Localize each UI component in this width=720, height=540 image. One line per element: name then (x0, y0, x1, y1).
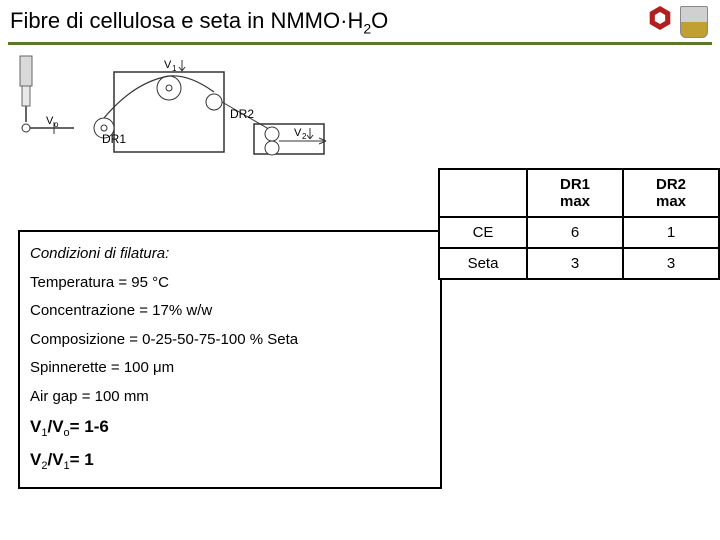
cond-v1v0: V1/Vo= 1-6 (30, 411, 430, 444)
title-underline (8, 42, 712, 45)
title-sub: 2 (363, 20, 371, 36)
dr2-label: DR2 (230, 107, 254, 121)
corner-cell (439, 169, 527, 217)
col-dr2max: DR2 max (623, 169, 719, 217)
table-row: CE 6 1 (439, 217, 719, 248)
conditions-heading: Condizioni di filatura: (30, 240, 430, 269)
cond-temp: Temperatura = 95 °C (30, 269, 430, 298)
cond-spinnerette: Spinnerette = 100 μm (30, 354, 430, 383)
row-label: Seta (439, 248, 527, 279)
svg-text:V: V (164, 59, 172, 71)
col-dr1max: DR1 max (527, 169, 623, 217)
table-header-row: DR1 max DR2 max (439, 169, 719, 217)
svg-text:2: 2 (302, 132, 307, 141)
cond-airgap: Air gap = 100 mm (30, 383, 430, 412)
dr1-label: DR1 (102, 132, 126, 146)
row-label: CE (439, 217, 527, 248)
page-title: Fibre di cellulosa e seta in NMMO·H2O (0, 0, 720, 42)
conditions-box: Condizioni di filatura: Temperatura = 95… (18, 230, 442, 489)
table-row: Seta 3 3 (439, 248, 719, 279)
diagram-svg: V o V 1 V 2 (14, 52, 354, 182)
university-shield-logo (680, 6, 708, 38)
cell-dr2: 3 (623, 248, 719, 279)
svg-text:o: o (54, 120, 59, 129)
svg-text:V: V (294, 127, 302, 139)
dcci-logo (648, 6, 674, 32)
title-post: O (371, 8, 388, 33)
svg-text:1: 1 (172, 64, 177, 73)
cell-dr2: 1 (623, 217, 719, 248)
header-logos (648, 6, 708, 38)
cond-conc: Concentrazione = 17% w/w (30, 297, 430, 326)
svg-text:V: V (46, 115, 54, 127)
cell-dr1: 3 (527, 248, 623, 279)
cell-dr1: 6 (527, 217, 623, 248)
dr-table: DR1 max DR2 max CE 6 1 Seta 3 3 (438, 168, 720, 280)
cond-comp: Composizione = 0-25-50-75-100 % Seta (30, 326, 430, 355)
cond-v2v1: V2/V1= 1 (30, 444, 430, 477)
spinning-diagram: V o V 1 V 2 DR1 DR2 (14, 52, 354, 182)
title-pre: Fibre di cellulosa e seta in NMMO·H (10, 8, 363, 33)
